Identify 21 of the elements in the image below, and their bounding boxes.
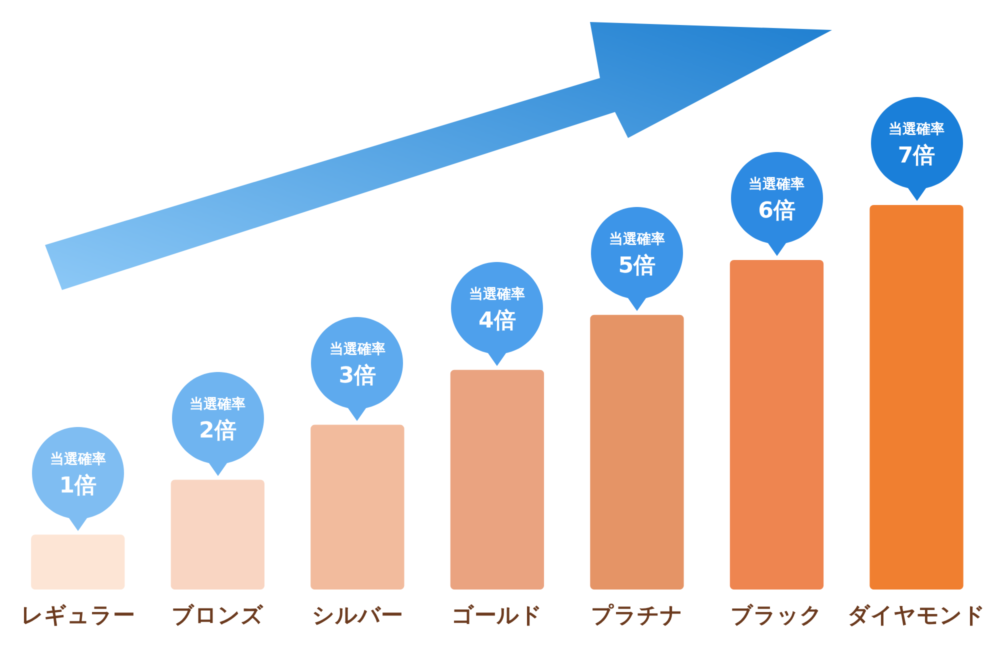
bar xyxy=(450,370,544,590)
bar xyxy=(730,260,824,590)
data-label: 当選確率 4倍 xyxy=(469,285,526,334)
x-tick-label: レギュラー xyxy=(20,604,135,629)
x-tick-label: ゴールド xyxy=(452,604,543,629)
data-label: 当選確率 5倍 xyxy=(608,230,665,279)
bar xyxy=(31,534,125,590)
x-tick-label: ダイヤモンド xyxy=(848,604,986,629)
x-tick-label: ブラック xyxy=(730,604,823,629)
x-tick-label: ブロンズ xyxy=(172,604,264,629)
data-label: 当選確率 6倍 xyxy=(748,176,805,224)
bar xyxy=(170,480,264,590)
data-label: 当選確率 2倍 xyxy=(190,395,246,444)
bar xyxy=(310,424,404,590)
x-tick-label: シルバー xyxy=(312,604,403,629)
data-label: 当選確率 1倍 xyxy=(50,450,106,498)
bar xyxy=(870,205,964,590)
x-tick-label: プラチナ xyxy=(590,604,683,629)
data-label: 当選確率 7倍 xyxy=(888,120,944,169)
bar xyxy=(590,314,684,590)
data-label: 当選確率 3倍 xyxy=(329,340,386,388)
